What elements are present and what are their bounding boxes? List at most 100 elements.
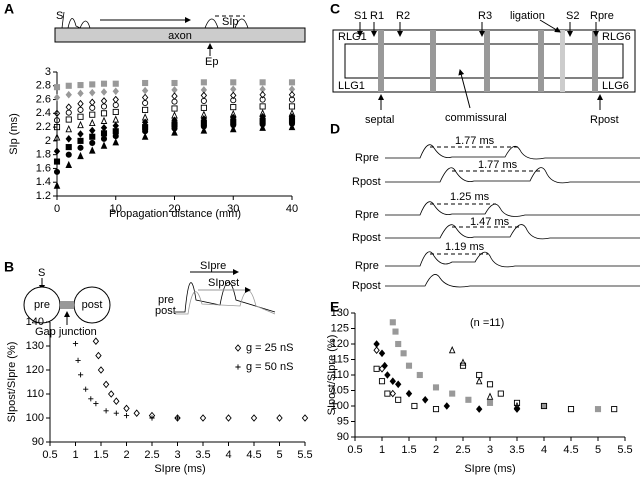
cell-label: post	[82, 299, 103, 311]
point	[65, 109, 72, 116]
x-tick-label: 3.5	[195, 449, 210, 461]
y-tick-label: 90	[32, 436, 44, 448]
point	[78, 372, 84, 378]
x-tick-label: 2.5	[144, 449, 159, 461]
trace-label: Rpost	[352, 232, 381, 244]
point	[65, 124, 73, 133]
point	[89, 81, 96, 88]
point	[250, 414, 258, 422]
post-trace	[175, 290, 276, 315]
commissural-label: commissural	[445, 112, 507, 124]
trace	[385, 201, 640, 217]
legend-label: g = 25 nS	[246, 342, 293, 354]
point	[89, 104, 96, 111]
point	[373, 340, 380, 348]
y-tick-label: 125	[331, 322, 349, 334]
y-tick-label: 140	[26, 316, 44, 328]
electrode-label: R1	[370, 10, 384, 22]
panel-label: E	[330, 299, 339, 315]
y-tick-label: 2.2	[36, 121, 51, 133]
point	[171, 79, 178, 87]
point	[378, 349, 386, 358]
point	[77, 137, 84, 144]
y-tick-label: 120	[331, 338, 349, 350]
trace	[385, 144, 640, 160]
point	[53, 109, 61, 118]
y-tick-label: 130	[331, 307, 349, 319]
point	[276, 414, 283, 422]
x-axis-label: SIpre (ms)	[464, 463, 515, 475]
point	[65, 135, 72, 143]
septal-label: septal	[365, 114, 394, 126]
point	[392, 328, 399, 335]
point	[384, 390, 391, 397]
point	[88, 118, 96, 127]
point	[133, 409, 140, 418]
point	[171, 98, 178, 105]
point	[381, 361, 388, 370]
point	[288, 103, 296, 110]
point	[77, 89, 84, 98]
x-tick-label: 3	[174, 449, 180, 461]
y-tick-label: 110	[26, 388, 44, 400]
x-tick-label: 3	[487, 444, 493, 456]
point	[100, 97, 108, 105]
y-tick-label: 1.6	[36, 162, 51, 174]
point	[112, 95, 119, 104]
x-tick-label: 4.5	[563, 444, 578, 456]
trace	[385, 251, 640, 268]
point	[200, 97, 207, 104]
stimulus-label: S	[38, 267, 45, 279]
point	[171, 92, 178, 100]
point	[230, 97, 237, 104]
panel-label: B	[4, 259, 14, 275]
y-tick-label: 90	[337, 431, 349, 443]
point	[230, 85, 237, 94]
point	[53, 117, 61, 124]
point	[288, 96, 296, 103]
point	[100, 141, 108, 149]
pre-trace	[175, 281, 276, 313]
giant-label: LLG6	[602, 80, 629, 92]
panel-label: D	[330, 121, 340, 137]
x-tick-label: 30	[227, 203, 239, 215]
point	[229, 124, 237, 133]
point	[142, 79, 149, 87]
point	[65, 144, 72, 151]
trace-label: Rpost	[352, 176, 381, 188]
point	[174, 415, 181, 421]
point	[432, 384, 440, 391]
x-tick-label: 1.5	[401, 444, 416, 456]
x-tick-label: 1	[379, 444, 385, 456]
x-tick-label: 4.5	[246, 449, 261, 461]
point	[100, 135, 108, 142]
point	[171, 86, 178, 94]
gap-junction	[60, 301, 74, 309]
point	[88, 146, 96, 154]
point	[459, 358, 467, 366]
point	[378, 364, 386, 373]
spike-trace	[204, 18, 249, 29]
point	[373, 346, 380, 355]
axon-bar	[54, 27, 306, 43]
y-tick-label: 1.2	[36, 190, 51, 202]
point	[123, 404, 130, 413]
point	[100, 80, 108, 87]
y-tick-label: 2.8	[36, 80, 51, 92]
panel-label: A	[4, 1, 14, 17]
x-tick-label: 40	[286, 203, 298, 215]
y-axis-label: SIpost/SIpre (%)	[6, 342, 18, 423]
x-tick-label: 5.5	[617, 444, 632, 456]
y-tick-label: 3	[45, 66, 51, 78]
y-tick-label: 115	[331, 353, 349, 365]
axon-label: axon	[168, 30, 192, 42]
y-tick-label: 105	[331, 384, 349, 396]
trace	[385, 167, 640, 184]
point	[112, 80, 119, 87]
point	[108, 390, 115, 398]
interval-label: 1.77 ms	[478, 159, 518, 171]
point	[513, 399, 521, 406]
point	[53, 124, 61, 131]
point	[171, 105, 178, 112]
point	[476, 405, 483, 413]
